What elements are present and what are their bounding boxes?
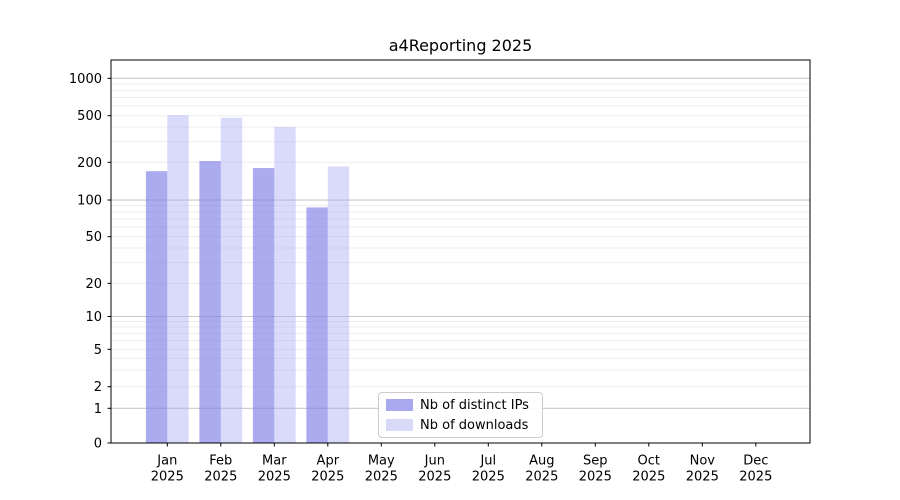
legend-row-downloads: Nb of downloads: [379, 417, 542, 434]
y-tick-label-5: 5: [94, 343, 102, 358]
y-tick-label-0: 0: [94, 437, 102, 452]
bar-apr-nb-of-distinct-ips: [306, 207, 328, 443]
x-tick-label-jul: Jul: [479, 454, 496, 469]
x-tick-label-aug: Aug: [529, 454, 554, 469]
y-tick-label-50: 50: [85, 230, 102, 245]
x-tick-label-sep: Sep: [583, 454, 608, 469]
bar-apr-nb-of-downloads: [327, 166, 350, 443]
x-tick-label-jan: Jan: [156, 454, 177, 469]
x-tick-year-jan: 2025: [151, 470, 184, 485]
x-tick-year-oct: 2025: [632, 470, 665, 485]
bar-feb-nb-of-downloads: [220, 117, 243, 444]
x-tick-year-jun: 2025: [418, 470, 451, 485]
y-tick-label-100: 100: [77, 194, 102, 209]
chart-legend: Nb of distinct IPs Nb of downloads: [378, 392, 543, 438]
chart-title: a4Reporting 2025: [388, 36, 533, 55]
x-tick-year-apr: 2025: [311, 470, 344, 485]
bar-jan-nb-of-downloads: [167, 115, 189, 444]
bar-mar-nb-of-downloads: [274, 127, 296, 443]
x-tick-label-may: May: [368, 454, 395, 469]
x-tick-year-nov: 2025: [686, 470, 719, 485]
x-tick-year-mar: 2025: [258, 470, 291, 485]
x-tick-label-dec: Dec: [743, 454, 768, 469]
legend-row-distinct-ips: Nb of distinct IPs: [379, 397, 542, 414]
bar-feb-nb-of-distinct-ips: [199, 161, 221, 443]
x-tick-year-jul: 2025: [472, 470, 505, 485]
x-tick-year-aug: 2025: [525, 470, 558, 485]
legend-label-distinct-ips: Nb of distinct IPs: [420, 397, 529, 413]
x-tick-label-nov: Nov: [690, 454, 716, 469]
y-tick-label-1: 1: [94, 402, 102, 417]
x-tick-label-feb: Feb: [209, 454, 232, 469]
legend-label-downloads: Nb of downloads: [420, 417, 529, 433]
y-tick-label-500: 500: [77, 109, 102, 124]
x-tick-year-sep: 2025: [579, 470, 612, 485]
legend-swatch-downloads: [386, 419, 413, 431]
y-tick-label-2: 2: [94, 380, 102, 395]
bar-jan-nb-of-distinct-ips: [145, 171, 168, 443]
bar-mar-nb-of-distinct-ips: [252, 168, 275, 443]
x-tick-label-jun: Jun: [424, 454, 445, 469]
y-tick-label-1000: 1000: [69, 72, 102, 87]
x-tick-label-mar: Mar: [262, 454, 287, 469]
x-tick-label-oct: Oct: [638, 454, 660, 469]
legend-swatch-distinct-ips: [386, 399, 413, 411]
y-tick-label-10: 10: [85, 310, 102, 325]
x-tick-year-feb: 2025: [204, 470, 237, 485]
y-tick-label-20: 20: [85, 277, 102, 292]
y-tick-label-200: 200: [77, 156, 102, 171]
x-tick-year-dec: 2025: [739, 470, 772, 485]
x-tick-label-apr: Apr: [317, 454, 340, 469]
plot-border: [110, 59, 811, 444]
x-tick-year-may: 2025: [365, 470, 398, 485]
